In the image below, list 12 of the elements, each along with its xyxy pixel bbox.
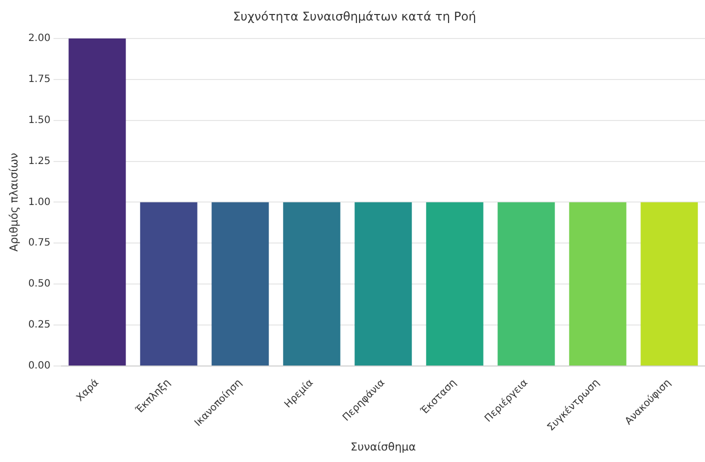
y-tick-label: 0.25 xyxy=(28,320,50,331)
y-tick-label: 0.50 xyxy=(28,278,50,290)
y-tick-label: 1.75 xyxy=(28,74,50,85)
x-axis-title: Συναίσθημα xyxy=(350,440,416,454)
y-tick-label: 0.00 xyxy=(28,360,50,372)
y-axis-title: Αριθμός πλαισίων xyxy=(7,152,20,252)
y-tick-label: 0.75 xyxy=(28,238,50,249)
y-tick-label: 1.00 xyxy=(28,196,50,208)
y-tick-label: 2.00 xyxy=(28,32,50,44)
chart-title: Συχνότητα Συναισθημάτων κατά τη Ροή xyxy=(232,9,476,24)
y-tick-label: 1.50 xyxy=(28,114,50,126)
y-tick-label: 1.25 xyxy=(28,156,50,167)
